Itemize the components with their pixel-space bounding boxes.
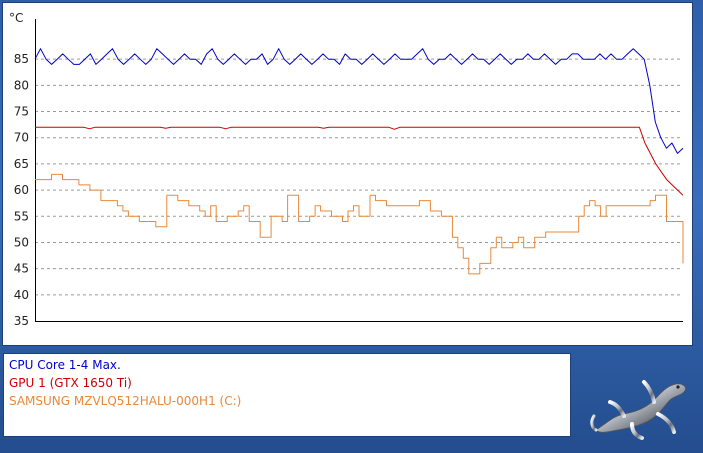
legend-panel: CPU Core 1-4 Max. GPU 1 (GTX 1650 Ti) SA… <box>3 353 571 437</box>
y-tick-label-65: 65 <box>14 157 29 171</box>
y-tick-label-70: 70 <box>14 131 29 145</box>
y-tick-label-50: 50 <box>14 235 29 249</box>
legend-item-cpu: CPU Core 1-4 Max. <box>9 358 121 372</box>
y-tick-label-35: 35 <box>14 314 29 328</box>
y-tick-label-60: 60 <box>14 183 29 197</box>
y-tick-label-45: 45 <box>14 262 29 276</box>
chart-panel: °C 35 40 45 50 55 60 65 70 75 80 85 <box>2 2 693 346</box>
series-line-gpu <box>35 126 684 196</box>
y-tick-label-55: 55 <box>14 209 29 223</box>
y-tick-label-75: 75 <box>14 105 29 119</box>
series-line-ssd <box>35 173 684 275</box>
legend-item-gpu: GPU 1 (GTX 1650 Ti) <box>9 376 132 390</box>
y-tick-label-80: 80 <box>14 78 29 92</box>
series-line-cpu <box>34 48 684 154</box>
gecko-logo <box>590 380 686 440</box>
y-tick-label-40: 40 <box>14 288 29 302</box>
temperature-chart: °C 35 40 45 50 55 60 65 70 75 80 85 <box>9 11 684 328</box>
y-tick-label-85: 85 <box>14 52 29 66</box>
legend-item-ssd: SAMSUNG MZVLQ512HALU-000H1 (C:) <box>9 394 242 408</box>
unit-label: °C <box>9 11 23 25</box>
